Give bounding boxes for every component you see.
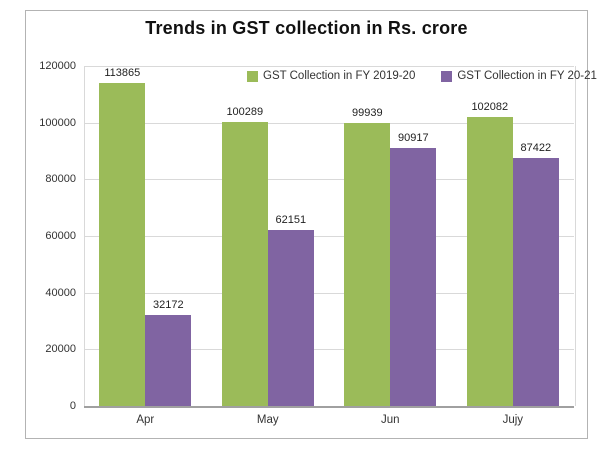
x-axis-category-label: Jujy [502,414,524,426]
legend-swatch-icon [247,70,258,82]
y-axis-tick-label: 100000 [39,117,76,129]
legend-label: GST Collection in FY 2019-20 [263,70,416,82]
gridline [84,66,574,67]
bar-value-label: 32172 [153,298,184,311]
bar-value-label: 62151 [275,213,307,226]
chart-legend: GST Collection in FY 2019-20 GST Collecti… [247,70,597,82]
x-axis-category-label: May [256,414,279,426]
bar-value-label: 113865 [104,67,141,80]
y-axis-tick-label: 60000 [45,230,76,242]
gridline [84,123,574,124]
bar-value-label: 87422 [520,142,552,155]
bar-fy-20-21-may [267,229,314,406]
y-axis-tick-label: 0 [69,400,76,412]
legend-swatch-icon [441,70,453,82]
x-axis-category-label: Apr [136,414,155,426]
bar-value-label: 90917 [398,132,429,145]
bar-value-label: 99939 [352,106,383,119]
gridline [84,236,574,237]
chart-title: Trends in GST collection in Rs. crore [145,18,468,38]
y-axis-tick-label: 120000 [39,60,76,72]
gridline [84,349,574,350]
y-axis-tick-label: 80000 [45,173,76,185]
legend-label: GST Collection in FY 20-21 [457,70,597,82]
bar-fy-20-21-jujy [512,158,559,406]
bar-fy-2019-20-jun [344,122,391,406]
gridline [84,293,574,294]
x-axis-line [84,406,574,408]
bar-fy-2019-20-apr [99,83,146,406]
legend-item-fy-20-21: GST Collection in FY 20-21 [441,70,597,82]
bar-value-label: 100289 [226,105,264,118]
y-axis-tick-label: 20000 [45,343,76,355]
gridline [84,179,574,180]
bar-fy-2019-20-jujy [466,116,513,406]
bar-fy-20-21-apr [145,314,192,406]
bar-value-label: 102082 [471,100,509,113]
x-axis-category-label: Jun [381,414,400,426]
bar-fy-20-21-jun [390,148,437,406]
bar-fy-2019-20-may [221,121,268,406]
legend-item-fy-2019-20: GST Collection in FY 2019-20 [247,70,415,82]
y-axis-tick-label: 40000 [45,287,76,299]
